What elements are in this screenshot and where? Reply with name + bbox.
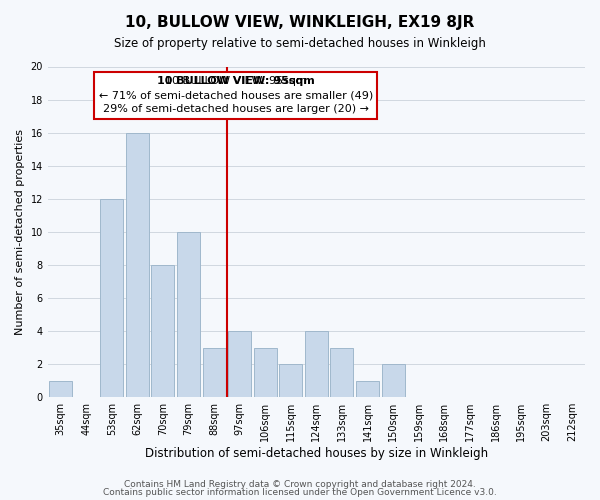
Text: 10 BULLOW VIEW: 95sqm: 10 BULLOW VIEW: 95sqm (157, 76, 314, 86)
Y-axis label: Number of semi-detached properties: Number of semi-detached properties (15, 129, 25, 335)
Text: 10, BULLOW VIEW, WINKLEIGH, EX19 8JR: 10, BULLOW VIEW, WINKLEIGH, EX19 8JR (125, 15, 475, 30)
Text: Contains public sector information licensed under the Open Government Licence v3: Contains public sector information licen… (103, 488, 497, 497)
Bar (49, 380, 72, 397)
Bar (100, 199, 123, 397)
Bar (331, 348, 353, 397)
Bar (177, 232, 200, 397)
Bar (356, 380, 379, 397)
Bar (203, 348, 226, 397)
Text: Contains HM Land Registry data © Crown copyright and database right 2024.: Contains HM Land Registry data © Crown c… (124, 480, 476, 489)
Bar (305, 331, 328, 397)
Bar (151, 265, 175, 397)
Bar (280, 364, 302, 397)
Text: Size of property relative to semi-detached houses in Winkleigh: Size of property relative to semi-detach… (114, 38, 486, 51)
Text: 10 BULLOW VIEW: 95sqm
← 71% of semi-detached houses are smaller (49)
29% of semi: 10 BULLOW VIEW: 95sqm ← 71% of semi-deta… (98, 76, 373, 114)
Bar (254, 348, 277, 397)
X-axis label: Distribution of semi-detached houses by size in Winkleigh: Distribution of semi-detached houses by … (145, 447, 488, 460)
Bar (382, 364, 404, 397)
Bar (228, 331, 251, 397)
Bar (126, 132, 149, 397)
